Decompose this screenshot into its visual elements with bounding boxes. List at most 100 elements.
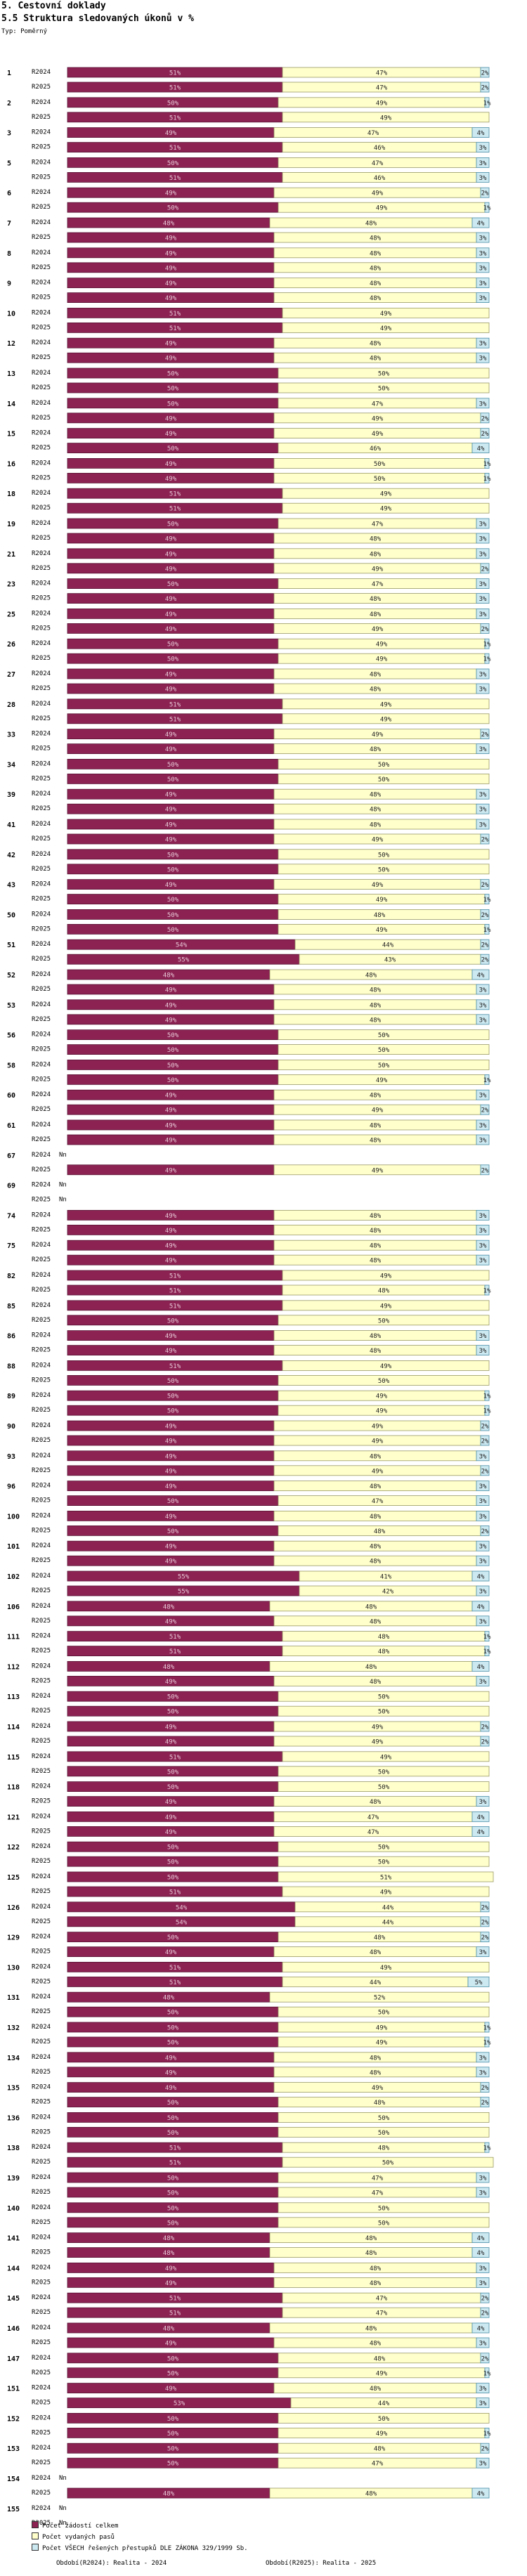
- bar-value-label: 51%: [169, 1965, 181, 1972]
- bar-value-label: 50%: [167, 866, 179, 873]
- period-label: R2024: [32, 1032, 51, 1039]
- bar-value-label: 50%: [378, 2010, 390, 2017]
- bar-value-label: 44%: [370, 1979, 382, 1986]
- no-data-label: Nn: [59, 1197, 67, 1204]
- bar-segment-offenses: [471, 1826, 490, 1837]
- period-label: R2024: [32, 670, 51, 677]
- bar-value-label: 50%: [378, 1709, 390, 1716]
- bar-value-label: 48%: [370, 1228, 382, 1235]
- bar-value-label: 51%: [169, 311, 181, 318]
- bar-segment-offenses: [484, 2036, 490, 2048]
- bar-value-label: 51%: [169, 2145, 181, 2152]
- bar-segment-passports: [278, 2217, 490, 2228]
- bar-value-label: 3%: [479, 596, 487, 603]
- bar-value-label: 49%: [372, 837, 384, 844]
- bar-value-label: 49%: [165, 190, 177, 197]
- bar-value-label: 3%: [479, 1514, 487, 1521]
- period-label: R2025: [32, 1226, 51, 1233]
- bar-value-label: 50%: [167, 912, 179, 919]
- bar-value-label: 48%: [370, 2265, 382, 2272]
- bar-value-label: 54%: [176, 942, 188, 949]
- bar-value-label: 48%: [370, 341, 382, 348]
- bar-segment-offenses: [480, 1721, 490, 1732]
- period-label: R2024: [32, 580, 51, 587]
- bar-value-label: 2%: [481, 1438, 489, 1445]
- period-label: R2024: [32, 2054, 51, 2061]
- bar-value-label: 48%: [365, 1664, 377, 1671]
- bar-value-label: 44%: [378, 2400, 390, 2407]
- period-label: R2025: [32, 1949, 51, 1956]
- period-label: R2024: [32, 490, 51, 497]
- bar-value-label: 50%: [167, 2416, 179, 2423]
- bar-value-label: 3%: [479, 145, 487, 152]
- bar-value-label: 50%: [167, 1393, 179, 1400]
- group-label: 10: [7, 310, 15, 318]
- bar-segment-passports: [278, 382, 490, 393]
- group-label: 53: [7, 1002, 15, 1010]
- bar-value-label: 49%: [165, 2386, 177, 2393]
- bar-value-label: 49%: [165, 807, 177, 814]
- bar-value-label: 49%: [165, 536, 177, 543]
- bar-segment-offenses: [476, 999, 490, 1010]
- bar-segment-offenses: [484, 2427, 490, 2438]
- bar-value-label: 50%: [167, 1769, 179, 1776]
- bar-segment-passports: [278, 1856, 490, 1867]
- period-label: R2025: [32, 2520, 51, 2527]
- bar-value-label: 3%: [479, 1017, 487, 1024]
- bar-segment-offenses: [484, 473, 490, 483]
- legend-item-requests: Počet žádostí celkem: [32, 2521, 118, 2530]
- bar-value-label: 47%: [367, 1814, 379, 1821]
- period-label: R2024: [32, 1873, 51, 1880]
- bar-value-label: 49%: [165, 596, 177, 603]
- bar-value-label: 48%: [370, 1213, 382, 1220]
- bar-value-label: 49%: [372, 882, 384, 889]
- period-label: R2024: [32, 2445, 51, 2452]
- bar-value-label: 49%: [372, 190, 384, 197]
- period-label: R2024: [32, 1152, 51, 1159]
- bar-value-label: 3%: [479, 341, 487, 348]
- bar-value-label: 49%: [376, 642, 388, 649]
- bar-value-label: 51%: [169, 2296, 181, 2303]
- group-label: 86: [7, 1333, 15, 1341]
- group-label: 85: [7, 1303, 15, 1310]
- bar-value-label: 48%: [370, 280, 382, 287]
- period-label: R2025: [32, 2159, 51, 2166]
- bar-value-label: 48%: [370, 1949, 382, 1956]
- bar-value-label: 3%: [479, 2280, 487, 2287]
- bar-value-label: 49%: [380, 716, 392, 723]
- period-label: R2024: [32, 1693, 51, 1700]
- group-label: 39: [7, 791, 15, 799]
- bar-value-label: 44%: [382, 942, 394, 949]
- bar-value-label: 48%: [370, 987, 382, 994]
- group-label: 1: [7, 70, 11, 77]
- bar-segment-passports: [278, 2112, 490, 2123]
- bar-value-label: 48%: [370, 1514, 382, 1521]
- bar-value-label: 3%: [479, 1228, 487, 1235]
- bar-value-label: 50%: [167, 386, 179, 393]
- period-label: R2025: [32, 2459, 51, 2466]
- bar-value-label: 50%: [378, 2205, 390, 2212]
- bar-value-label: 50%: [167, 521, 179, 528]
- bar-value-label: 49%: [380, 1965, 392, 1972]
- bar-value-label: 3%: [479, 265, 487, 272]
- bar-value-label: 48%: [370, 1333, 382, 1340]
- bar-value-label: 47%: [376, 70, 388, 77]
- bar-value-label: 50%: [167, 2461, 179, 2468]
- group-label: 152: [7, 2415, 20, 2423]
- bar-value-label: 49%: [372, 431, 384, 438]
- period-label: R2024: [32, 2385, 51, 2392]
- bar-segment-offenses: [476, 2277, 490, 2288]
- bar-value-label: 3%: [479, 1544, 487, 1551]
- period-label: R2024: [32, 1573, 51, 1580]
- bar-value-label: 2%: [481, 2310, 489, 2317]
- bar-value-label: 49%: [376, 205, 388, 212]
- period-label: R2024: [32, 1302, 51, 1309]
- bar-value-label: 55%: [178, 957, 190, 964]
- period-label: R2024: [32, 1723, 51, 1730]
- bar-segment-offenses: [476, 1540, 490, 1552]
- bar-segment-offenses: [484, 1390, 490, 1401]
- bar-value-label: 2%: [481, 1724, 489, 1731]
- bar-value-label: 3%: [479, 2341, 487, 2348]
- bar-value-label: 50%: [167, 1859, 179, 1866]
- bar-value-label: 48%: [163, 1604, 175, 1611]
